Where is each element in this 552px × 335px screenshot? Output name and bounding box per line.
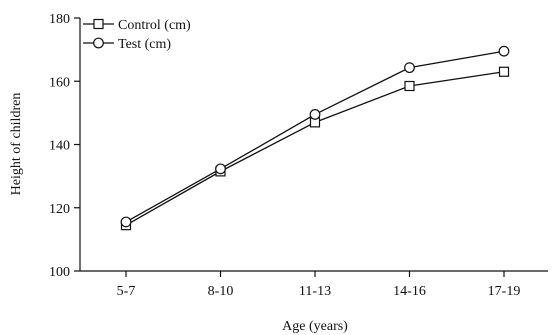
- y-tick-label: 180: [49, 12, 70, 27]
- x-tick-label: 17-19: [488, 284, 521, 299]
- series-1-point: [404, 80, 415, 92]
- y-tick-label: 120: [49, 202, 70, 217]
- y-ticks: 100 120 140 160 180: [49, 12, 80, 280]
- legend-label: Test (cm): [118, 37, 171, 52]
- series-2-point: [309, 109, 321, 120]
- legend: Control (cm) Test (cm): [83, 18, 191, 52]
- x-tick-label: 14-16: [393, 284, 426, 299]
- y-tick-label: 160: [49, 75, 70, 90]
- series-2-point: [120, 216, 132, 228]
- series-line-2: [125, 50, 505, 223]
- x-tick-label: 5-7: [117, 284, 136, 299]
- series-line-1: [125, 71, 505, 226]
- x-ticks: 5-7 8-10 11-13 14-16 17-19: [117, 271, 521, 299]
- series-2-point: [404, 62, 415, 74]
- series-1-point: [498, 66, 510, 77]
- y-tick-label: 100: [49, 265, 70, 280]
- y-tick-label: 140: [49, 139, 70, 154]
- x-tick-label: 8-10: [208, 284, 234, 299]
- y-axis-title: Height of children: [9, 93, 24, 196]
- legend-marker: [93, 18, 104, 30]
- legend-marker: [93, 37, 104, 49]
- series-2-point: [498, 45, 510, 57]
- series-layer: [120, 45, 510, 231]
- x-axis-title: Age (years): [282, 319, 348, 334]
- legend-label: Control (cm): [118, 18, 191, 33]
- series-2-point: [215, 163, 226, 175]
- x-tick-label: 11-13: [299, 284, 331, 299]
